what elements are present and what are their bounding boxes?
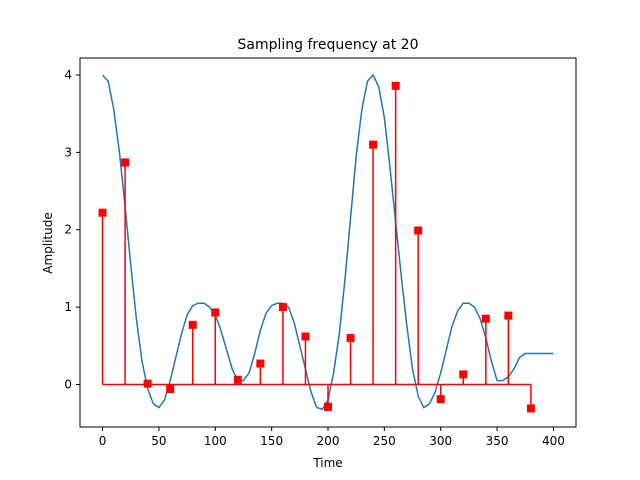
y-axis-label: Amplitude [41, 212, 55, 274]
chart-title: Sampling frequency at 20 [238, 37, 419, 53]
y-tick-label: 4 [64, 68, 72, 82]
sample-marker [143, 379, 152, 388]
sample-marker [211, 308, 220, 317]
sample-marker [504, 311, 513, 320]
plot-area [80, 58, 576, 427]
sample-marker [436, 395, 445, 404]
x-tick-label: 300 [429, 434, 452, 448]
sample-marker [414, 226, 423, 235]
y-tick-label: 1 [64, 300, 72, 314]
sample-marker [188, 320, 197, 329]
sample-marker [166, 385, 175, 394]
sample-marker [459, 370, 468, 379]
data-layer [98, 74, 554, 413]
sample-marker [391, 81, 400, 90]
sample-marker [121, 158, 130, 167]
sample-marker [346, 334, 355, 343]
y-tick-label: 0 [64, 377, 72, 391]
axes-layer: 0 50 100 150 200 250 300 350 400 0 1 2 3 4 [64, 57, 577, 448]
sample-marker [324, 402, 332, 411]
sample-marker [233, 375, 242, 384]
sample-marker [481, 314, 490, 323]
x-tick-label: 250 [373, 434, 396, 448]
sample-marker [526, 404, 535, 413]
sample-marker [98, 208, 107, 217]
sample-marker [301, 332, 310, 341]
x-tick-label: 150 [260, 434, 283, 448]
sample-marker [256, 359, 265, 368]
x-tick-label: 400 [542, 434, 565, 448]
y-tick-label: 2 [64, 223, 72, 237]
x-tick-label: 100 [204, 434, 227, 448]
x-tick-label: 0 [99, 434, 107, 448]
sample-marker [369, 140, 378, 149]
y-tick-label: 3 [64, 145, 72, 159]
x-axis-label: Time [312, 456, 342, 470]
x-tick-label: 350 [486, 434, 509, 448]
x-tick-label: 50 [151, 434, 166, 448]
sample-marker [278, 303, 287, 312]
x-tick-label: 200 [317, 434, 340, 448]
